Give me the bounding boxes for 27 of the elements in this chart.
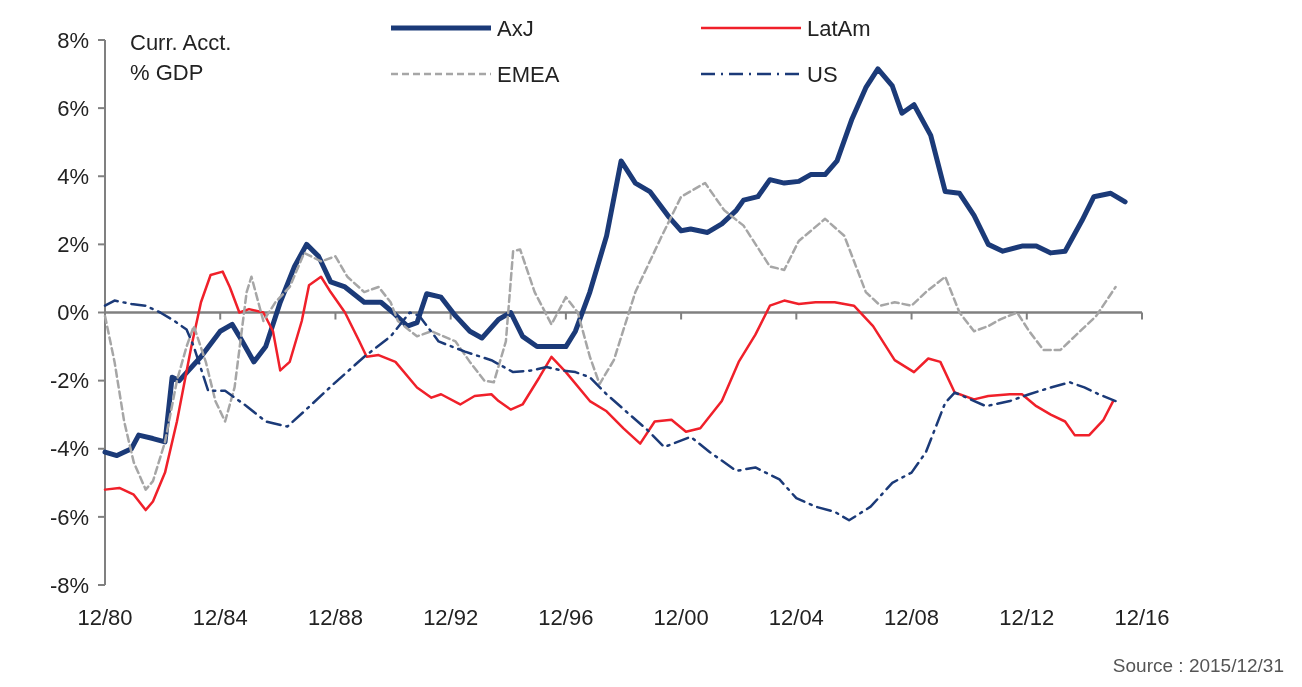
y-tick-label: -8% <box>49 572 89 598</box>
x-tick-label: 12/12 <box>999 605 1055 630</box>
source-note: Source : 2015/12/31 <box>1112 655 1284 676</box>
y-tick-label: 2% <box>57 232 89 258</box>
y-tick-label: 6% <box>57 95 89 121</box>
y-tick-label: -2% <box>49 368 89 394</box>
y-tick-label: 0% <box>57 300 89 326</box>
x-tick-label: 12/80 <box>77 605 133 630</box>
legend-label: AxJ <box>497 15 534 41</box>
y-tick-label: 8% <box>57 27 89 53</box>
y-tick-label: -6% <box>49 504 89 530</box>
x-tick-label: 12/08 <box>884 605 940 630</box>
legend-label: EMEA <box>497 61 560 87</box>
x-tick-label: 12/84 <box>192 605 248 630</box>
x-tick-label: 12/00 <box>653 605 709 630</box>
x-tick-label: 12/88 <box>307 605 363 630</box>
x-tick-label: 12/16 <box>1114 605 1170 630</box>
line-series <box>103 270 1115 512</box>
x-tick-label: 12/92 <box>423 605 479 630</box>
legend-label: LatAm <box>807 15 871 41</box>
y-tick-label: 4% <box>57 163 89 189</box>
y-tick-label: -4% <box>49 436 89 462</box>
line-series <box>103 181 1117 491</box>
x-tick-label: 12/04 <box>768 605 824 630</box>
y-axis-title: Curr. Acct. % GDP <box>130 30 232 85</box>
x-tick-label: 12/96 <box>538 605 594 630</box>
legend-label: US <box>807 61 838 87</box>
